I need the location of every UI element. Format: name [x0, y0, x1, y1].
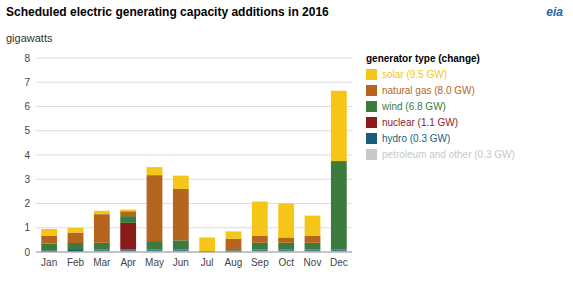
- legend-title: generator type (change): [366, 53, 480, 64]
- legend-entry: natural gas (8.0 GW): [382, 85, 475, 96]
- grid-line: [36, 106, 352, 107]
- grid-line: [36, 82, 352, 83]
- bar-segment: [173, 240, 189, 249]
- x-tick-label: Nov: [304, 257, 322, 268]
- bar-segment: [68, 249, 84, 251]
- bar-segment: [147, 250, 163, 251]
- x-tick-label: Feb: [67, 257, 85, 268]
- y-tick-label: 6: [24, 101, 30, 112]
- legend-swatch: [366, 85, 377, 96]
- bar-segment: [173, 250, 189, 251]
- bar-segment: [278, 250, 294, 251]
- bar-segment: [147, 175, 163, 241]
- chart: Scheduled electric generating capacity a…: [0, 0, 573, 281]
- y-tick-label: 1: [24, 222, 30, 233]
- grid-line: [36, 179, 352, 180]
- bar-segment: [278, 237, 294, 242]
- legend-entry: petroleum and other (0.3 GW): [382, 149, 515, 160]
- bar-segment: [173, 176, 189, 189]
- title: Scheduled electric generating capacity a…: [6, 5, 329, 19]
- bar-segment: [94, 214, 110, 243]
- bar-segment: [94, 243, 110, 250]
- bar-segment: [331, 91, 347, 161]
- bar-segment: [278, 243, 294, 250]
- bar-segment: [41, 229, 57, 236]
- grid-line: [36, 58, 352, 59]
- grid-line: [36, 252, 352, 253]
- grid: [36, 58, 352, 252]
- y-tick-label: 4: [24, 150, 30, 161]
- legend-swatch: [366, 117, 377, 128]
- x-axis-line: [36, 252, 352, 253]
- legend: generator type (change) solar (9.5 GW) nat…: [366, 53, 515, 160]
- bar-segment: [252, 202, 268, 236]
- bars: [41, 91, 346, 252]
- legend-entry: nuclear (1.1 GW): [382, 117, 458, 128]
- x-tick-label: Mar: [93, 257, 111, 268]
- bar-segment: [120, 211, 136, 216]
- bar-segment: [278, 204, 294, 238]
- grid-line: [36, 155, 352, 156]
- bar-segment: [94, 250, 110, 251]
- bar-segment: [199, 237, 215, 251]
- bar-segment: [252, 250, 268, 251]
- bar-segment: [41, 250, 57, 251]
- bar-segment: [305, 250, 321, 251]
- x-tick-label: Jan: [41, 257, 57, 268]
- bar-segment: [41, 244, 57, 251]
- x-tick-label: Jun: [173, 257, 189, 268]
- y-tick-label: 3: [24, 174, 30, 185]
- bar-segment: [147, 167, 163, 175]
- y-tick-label: 7: [24, 77, 30, 88]
- x-tick-label: Apr: [120, 257, 136, 268]
- legend-entry: hydro (0.3 GW): [382, 133, 450, 144]
- bar-segment: [226, 239, 242, 251]
- bar-segment: [252, 236, 268, 243]
- bar-segment: [173, 189, 189, 240]
- x-tick-label: Jul: [201, 257, 214, 268]
- bar-segment: [305, 236, 321, 243]
- bar-segment: [331, 250, 347, 251]
- annotation: eia: [546, 5, 563, 19]
- bar-segment: [226, 250, 242, 251]
- legend-swatch: [366, 149, 377, 160]
- x-tick-label: Dec: [330, 257, 348, 268]
- bar-segment: [331, 161, 347, 250]
- bar-segment: [120, 216, 136, 223]
- legend-swatch: [366, 133, 377, 144]
- x-tick-label: Aug: [225, 257, 243, 268]
- y-tick-label: 2: [24, 198, 30, 209]
- bar-segment: [226, 231, 242, 238]
- legend-swatch: [366, 101, 377, 112]
- bar-segment: [305, 243, 321, 250]
- x-tick-label: Sep: [251, 257, 269, 268]
- bar-segment: [68, 228, 84, 233]
- bar-segment: [120, 210, 136, 212]
- legend-entry: solar (9.5 GW): [382, 69, 447, 80]
- grid-line: [36, 130, 352, 131]
- bar-segment: [120, 223, 136, 250]
- bar-segment: [120, 250, 136, 251]
- bar-segment: [305, 216, 321, 236]
- x-tick-label: Oct: [278, 257, 294, 268]
- bar-segment: [147, 241, 163, 249]
- bar-segment: [68, 233, 84, 243]
- legend-swatch: [366, 69, 377, 80]
- y-tick-label: 0: [24, 247, 30, 258]
- bar-segment: [68, 243, 84, 249]
- x-tick-label: May: [145, 257, 164, 268]
- bar-segment: [94, 211, 110, 214]
- legend-entry: wind (6.8 GW): [381, 101, 446, 112]
- bar-segment: [252, 243, 268, 250]
- grid-line: [36, 203, 352, 204]
- y-tick-label: 5: [24, 125, 30, 136]
- y-axis-label: gigawatts: [6, 32, 53, 44]
- y-tick-label: 8: [24, 53, 30, 64]
- bar-segment: [41, 236, 57, 244]
